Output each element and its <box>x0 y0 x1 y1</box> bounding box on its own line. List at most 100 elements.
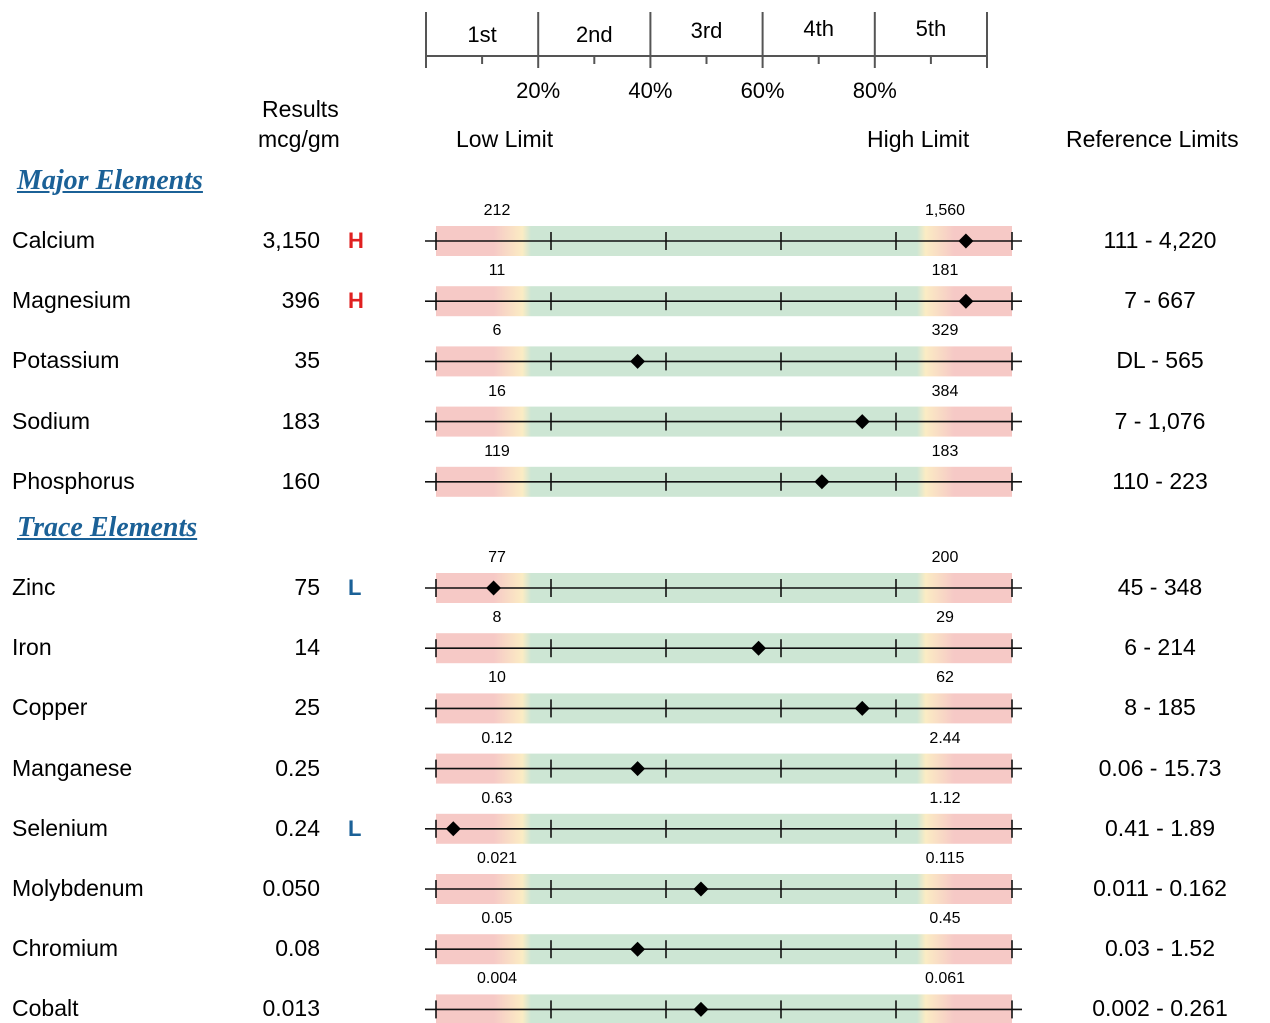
reference-range: 7 - 1,076 <box>1114 407 1206 434</box>
low-limit-value: 0.12 <box>481 729 513 747</box>
low-flag: L <box>348 575 362 600</box>
result-marker <box>445 821 461 837</box>
element-name: Phosphorus <box>12 467 135 494</box>
high-limit-value: 62 <box>936 669 954 687</box>
percentile-label: 40% <box>628 78 673 103</box>
high-limit-value: 0.45 <box>929 910 961 928</box>
result-marker <box>854 414 870 430</box>
units-header: mcg/gm <box>258 126 340 152</box>
element-result: 0.013 <box>262 995 320 1022</box>
low-limit-value: 10 <box>488 669 506 687</box>
result-marker <box>630 353 646 369</box>
element-name: Cobalt <box>12 995 79 1022</box>
low-limit-value: 0.021 <box>476 850 518 867</box>
low-limit-value: 119 <box>484 442 510 460</box>
low-limit-value: 212 <box>483 202 511 219</box>
reference-range: 0.41 - 1.89 <box>1105 814 1215 841</box>
result-marker <box>854 700 870 716</box>
percentile-label: 60% <box>740 78 785 103</box>
result-marker <box>958 233 974 249</box>
element-result: 0.08 <box>275 935 320 962</box>
section-title-trace: Trace Elements <box>17 512 198 543</box>
high-limit-value: 29 <box>936 609 954 627</box>
high-limit-value: 0.115 <box>925 850 965 867</box>
reference-range: 110 - 223 <box>1112 467 1208 494</box>
quintile-label: 1st <box>467 22 497 47</box>
percentile-label: 80% <box>852 78 897 103</box>
element-result: 14 <box>294 634 320 661</box>
high-limit-value: 1,560 <box>924 202 966 219</box>
element-result: 0.25 <box>275 754 320 781</box>
reference-range: 45 - 348 <box>1117 574 1203 600</box>
low-limit-value: 77 <box>488 549 506 566</box>
element-result: 0.24 <box>275 814 320 841</box>
element-result: 183 <box>281 407 320 434</box>
low-limit-value: 6 <box>492 322 502 340</box>
reference-range: 8 - 185 <box>1124 694 1196 721</box>
element-name: Manganese <box>12 754 133 781</box>
high-limit-header: High Limit <box>867 126 970 152</box>
element-name: Sodium <box>12 407 90 434</box>
element-name: Calcium <box>12 227 96 253</box>
low-limit-value: 11 <box>488 262 506 280</box>
reference-range: 0.06 - 15.73 <box>1098 754 1222 781</box>
result-marker <box>958 293 974 309</box>
quintile-scale <box>425 12 988 68</box>
high-limit-value: 0.061 <box>924 970 966 988</box>
low-limit-value: 0.004 <box>476 970 518 988</box>
reference-range: 6 - 214 <box>1124 634 1196 661</box>
reference-range: 111 - 4,220 <box>1103 227 1217 253</box>
reference-range: DL - 565 <box>1116 347 1204 374</box>
low-limit-value: 0.05 <box>481 910 513 928</box>
element-name: Selenium <box>12 814 108 841</box>
quintile-label: 5th <box>915 16 947 41</box>
element-name: Iron <box>12 634 52 661</box>
reference-range: 7 - 667 <box>1124 287 1196 314</box>
result-marker <box>693 1001 709 1017</box>
reference-range: 0.002 - 0.261 <box>1092 995 1228 1022</box>
high-limit-value: 329 <box>931 322 959 340</box>
result-marker <box>486 580 502 596</box>
result-marker <box>814 474 830 490</box>
element-result: 396 <box>281 287 320 314</box>
element-name: Copper <box>12 694 88 721</box>
element-result: 75 <box>294 574 320 600</box>
element-name: Zinc <box>12 574 56 600</box>
high-limit-value: 384 <box>931 382 959 400</box>
element-result: 35 <box>294 347 320 374</box>
result-marker <box>693 881 709 897</box>
result-marker <box>630 941 646 957</box>
high-limit-value: 1.12 <box>929 789 961 807</box>
low-limit-value: 16 <box>488 382 506 400</box>
result-marker <box>751 640 767 656</box>
element-name: Molybdenum <box>12 875 144 901</box>
element-name: Potassium <box>12 347 120 374</box>
result-marker <box>630 761 646 777</box>
element-name: Magnesium <box>12 287 131 314</box>
low-limit-value: 8 <box>492 609 502 627</box>
low-flag: L <box>348 815 362 841</box>
high-limit-value: 200 <box>931 549 959 566</box>
high-limit-value: 183 <box>931 442 959 460</box>
section-title-major: Major Elements <box>17 165 203 196</box>
reference-limits-header: Reference Limits <box>1066 126 1239 152</box>
results-header: Results <box>262 96 339 122</box>
high-flag: H <box>348 228 364 253</box>
element-result: 3,150 <box>262 227 320 253</box>
high-limit-value: 181 <box>931 262 959 280</box>
quintile-label: 2nd <box>575 22 613 47</box>
element-result: 0.050 <box>262 875 320 901</box>
low-limit-value: 0.63 <box>481 789 513 807</box>
quintile-label: 3rd <box>690 18 723 43</box>
high-flag: H <box>348 288 364 314</box>
reference-range: 0.011 - 0.162 <box>1093 875 1227 901</box>
high-limit-value: 2.44 <box>929 729 961 747</box>
element-result: 160 <box>281 467 320 494</box>
element-result: 25 <box>294 694 320 721</box>
low-limit-header: Low Limit <box>456 126 554 152</box>
reference-range: 0.03 - 1.52 <box>1105 935 1215 962</box>
element-name: Chromium <box>12 935 119 962</box>
percentile-label: 20% <box>516 78 561 103</box>
quintile-label: 4th <box>803 16 834 41</box>
